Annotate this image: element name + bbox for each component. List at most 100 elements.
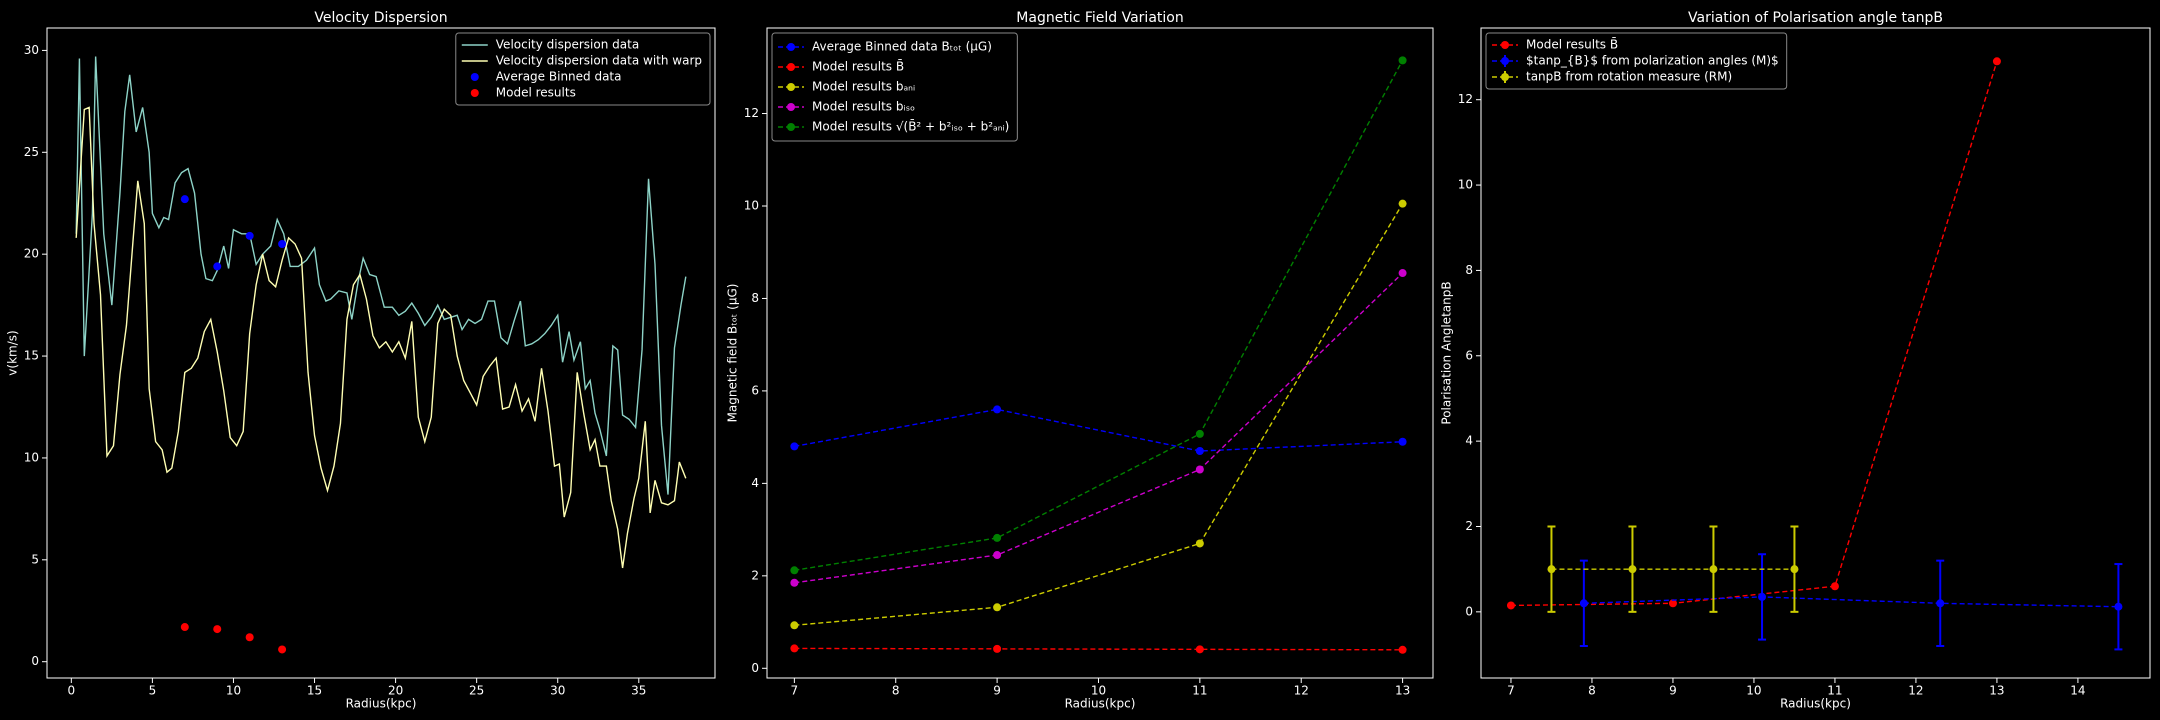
data-point — [278, 645, 287, 654]
y-tick-label: 10 — [744, 198, 759, 212]
chart-title: Magnetic Field Variation — [1016, 10, 1183, 26]
x-tick-label: 5 — [149, 684, 157, 698]
chart-title: Variation of Polarisation angle tanpB — [1688, 10, 1943, 26]
data-point — [1790, 565, 1799, 574]
legend: Velocity dispersion data Velocity dispers… — [455, 32, 711, 106]
x-axis-label: Radius(kpc) — [346, 697, 417, 711]
x-tick-label: 11 — [1827, 684, 1842, 698]
y-tick-label: 0 — [31, 654, 39, 668]
data-point — [1398, 56, 1407, 65]
y-tick-label: 0 — [1465, 604, 1473, 618]
x-tick-label: 10 — [1746, 684, 1761, 698]
data-point — [993, 644, 1002, 653]
data-point — [213, 262, 222, 271]
data-point — [245, 231, 254, 240]
data-point — [1398, 437, 1407, 446]
x-tick-label: 15 — [307, 684, 322, 698]
data-point — [213, 625, 222, 634]
legend-marker — [1501, 41, 1509, 49]
y-tick-label: 15 — [24, 349, 39, 363]
data-point — [1195, 539, 1204, 548]
legend-box — [1485, 32, 1788, 90]
legend-marker — [787, 43, 795, 51]
data-point — [993, 533, 1002, 542]
y-tick-label: 4 — [1465, 434, 1473, 448]
legend-marker — [1501, 57, 1509, 65]
x-tick-label: 7 — [1507, 684, 1515, 698]
x-tick-label: 12 — [1908, 684, 1923, 698]
y-tick-label: 8 — [751, 291, 759, 305]
legend-marker — [787, 63, 795, 71]
legend-label: Model results bₐₙᵢ — [812, 80, 915, 94]
x-tick-label: 13 — [1395, 684, 1410, 698]
data-point — [1758, 592, 1767, 601]
y-tick-label: 10 — [24, 450, 39, 464]
legend-label: Average Binned data — [496, 70, 622, 84]
data-point — [1709, 565, 1718, 574]
data-point — [790, 566, 799, 575]
data-point — [2114, 602, 2123, 611]
y-axis-label: v(km/s) — [6, 330, 20, 375]
series-line — [794, 647, 1403, 651]
data-point — [993, 551, 1002, 560]
y-axis-label: Polarisation AngletanpB — [1440, 281, 1454, 424]
data-point — [1579, 599, 1588, 608]
x-tick-label: 12 — [1294, 684, 1309, 698]
plot-frame — [1480, 27, 2151, 679]
series-line — [794, 203, 1404, 626]
y-tick-label: 12 — [1458, 92, 1473, 106]
data-point — [245, 633, 254, 642]
legend-label: Model results √(B̄² + b²ᵢₛₒ + b²ₐₙᵢ) — [812, 119, 1009, 133]
data-point — [993, 405, 1002, 414]
series-line — [794, 272, 1404, 584]
data-point — [1398, 645, 1407, 654]
y-axis-label: Magnetic field Bₜₒₜ (μG) — [726, 284, 740, 423]
legend: Average Binned data Bₜₒₜ (μG) Model resul… — [771, 32, 1018, 142]
x-tick-label: 11 — [1192, 684, 1207, 698]
legend-label: Average Binned data Bₜₒₜ (μG) — [812, 40, 992, 54]
x-tick-label: 20 — [388, 684, 403, 698]
y-tick-label: 2 — [1465, 519, 1473, 533]
data-point — [278, 239, 287, 248]
x-tick-label: 8 — [1588, 684, 1596, 698]
data-point — [1398, 199, 1407, 208]
legend-label: $tanp_{B}$ from polarization angles (M)$ — [1526, 54, 1779, 68]
legend-label: Model results — [496, 86, 576, 100]
data-point — [1195, 429, 1204, 438]
y-tick-label: 30 — [24, 43, 39, 57]
y-tick-label: 8 — [1465, 263, 1473, 277]
x-tick-label: 30 — [550, 684, 565, 698]
legend-marker — [787, 83, 795, 91]
x-tick-label: 7 — [791, 684, 799, 698]
legend: Model results B̄ $tanp_{B}$ from polariza… — [1485, 32, 1788, 90]
data-point — [790, 578, 799, 587]
data-point — [1506, 601, 1515, 610]
x-tick-label: 25 — [469, 684, 484, 698]
data-point — [1547, 565, 1556, 574]
x-tick-label: 8 — [892, 684, 900, 698]
x-tick-label: 14 — [2070, 684, 2085, 698]
y-tick-label: 6 — [1465, 348, 1473, 362]
plot-frame — [46, 27, 716, 679]
series-line — [75, 56, 687, 495]
data-point — [1398, 269, 1407, 278]
data-point — [1195, 447, 1204, 456]
legend-marker — [470, 73, 479, 81]
x-tick-label: 9 — [1669, 684, 1677, 698]
y-tick-label: 25 — [24, 145, 39, 159]
legend-marker — [787, 123, 795, 131]
legend-label: Model results B̄ — [1526, 37, 1618, 51]
legend-label: tanpB from rotation measure (RM) — [1526, 70, 1732, 84]
x-tick-label: 9 — [993, 684, 1001, 698]
x-tick-label: 0 — [68, 684, 76, 698]
data-point — [1936, 599, 1945, 608]
legend-marker — [1501, 73, 1509, 81]
x-tick-label: 10 — [1091, 684, 1106, 698]
legend-label: Velocity dispersion data with warp — [496, 54, 702, 68]
data-point — [1668, 599, 1677, 608]
data-point — [180, 195, 189, 204]
data-point — [993, 603, 1002, 612]
data-point — [790, 644, 799, 653]
legend-marker — [787, 103, 795, 111]
